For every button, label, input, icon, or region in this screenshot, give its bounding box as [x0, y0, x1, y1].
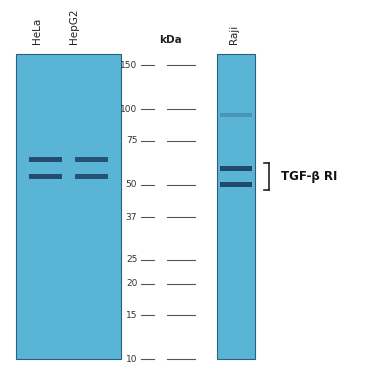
Text: HepG2: HepG2 [69, 8, 79, 44]
Text: 100: 100 [120, 105, 137, 114]
Bar [29, 174, 62, 178]
Bar [217, 54, 255, 359]
Text: 15: 15 [126, 310, 137, 320]
Text: kDa: kDa [159, 35, 182, 45]
Bar [75, 174, 108, 178]
Bar [220, 182, 252, 187]
Bar [75, 157, 108, 162]
Text: 10: 10 [126, 355, 137, 364]
Bar [16, 54, 120, 359]
Text: 75: 75 [126, 136, 137, 145]
Text: TGF-β RI: TGF-β RI [280, 170, 337, 183]
Text: 20: 20 [126, 279, 137, 288]
Text: 50: 50 [126, 180, 137, 189]
Text: Raji: Raji [229, 24, 239, 44]
Bar [220, 113, 252, 117]
Text: 37: 37 [126, 213, 137, 222]
Bar [220, 166, 252, 171]
Text: 25: 25 [126, 255, 137, 264]
Text: 150: 150 [120, 61, 137, 70]
Bar [29, 157, 62, 162]
Text: HeLa: HeLa [32, 17, 42, 44]
